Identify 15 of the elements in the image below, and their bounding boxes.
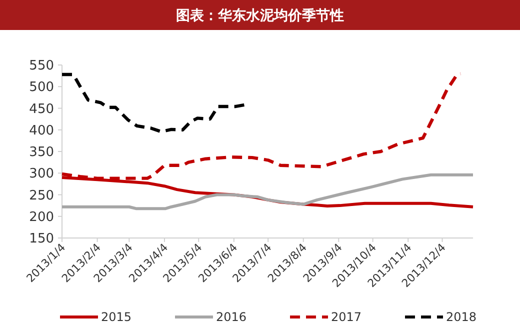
legend-label: 2016: [216, 310, 247, 324]
legend-label: 2017: [331, 310, 362, 324]
y-tick-label: 250: [29, 188, 54, 204]
y-tick-label: 450: [29, 102, 54, 117]
legend-label: 2018: [446, 310, 477, 324]
y-tick-label: 200: [29, 210, 54, 225]
chart-title: 图表：华东水泥均价季节性: [176, 7, 344, 24]
y-tick-label: 550: [29, 58, 54, 74]
y-tick-label: 300: [29, 166, 54, 182]
y-tick-label: 400: [29, 123, 54, 138]
legend-label: 2015: [101, 310, 132, 324]
y-tick-label: 350: [29, 145, 54, 160]
y-tick-label: 150: [29, 232, 54, 246]
title: 图表：华东水泥均价季节性: [0, 0, 520, 30]
y-tick-label: 500: [29, 80, 54, 96]
